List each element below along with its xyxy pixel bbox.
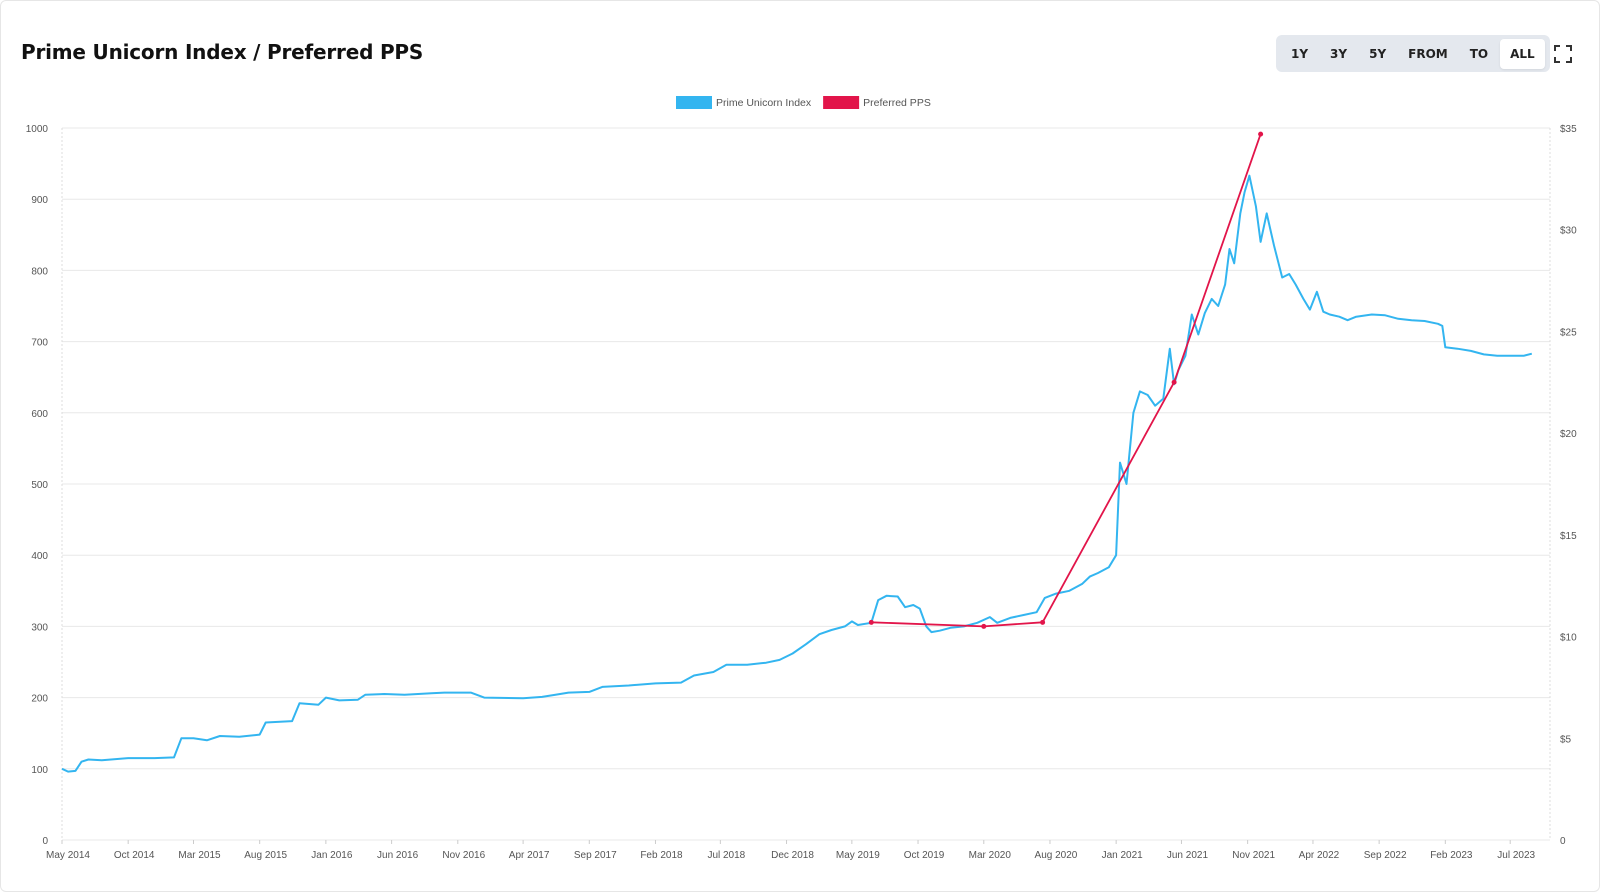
right-axis-ticks: 0 $5 $10 $15 $20 $25 $30 $35: [1560, 124, 1577, 847]
x-tick-label: Apr 2017: [509, 850, 550, 861]
range-3y-button[interactable]: 3Y: [1330, 46, 1348, 61]
range-from-button[interactable]: FROM: [1408, 46, 1448, 61]
x-tick-label: Jan 2021: [1102, 850, 1144, 861]
chart-title: Prime Unicorn Index / Preferred PPS: [21, 40, 424, 64]
pps-data-point[interactable]: [1171, 379, 1177, 385]
x-tick-label: Apr 2022: [1299, 850, 1340, 861]
legend-swatch[interactable]: [823, 96, 860, 109]
x-tick-label: Nov 2016: [442, 850, 485, 861]
legend-label[interactable]: Preferred PPS: [863, 97, 931, 109]
right-tick-label: $5: [1560, 734, 1572, 745]
legend-swatch[interactable]: [676, 96, 712, 109]
x-tick-label: Oct 2019: [904, 850, 945, 861]
chart-legend: Prime Unicorn Index Preferred PPS: [676, 96, 931, 109]
x-tick-label: Sep 2017: [574, 850, 617, 861]
series-line-preferred-pps: [871, 133, 1262, 628]
left-tick-label: 800: [31, 266, 48, 277]
right-tick-label: $30: [1560, 226, 1577, 237]
left-tick-label: 1000: [26, 124, 49, 135]
left-tick-label: 700: [31, 338, 48, 349]
series-layer: [61, 131, 1533, 773]
x-tick-label: May 2019: [836, 850, 880, 861]
left-tick-label: 300: [31, 622, 48, 633]
pps-data-point[interactable]: [1258, 131, 1264, 137]
x-tick-label: Nov 2021: [1232, 850, 1275, 861]
series-line-prime-unicorn-index: [61, 174, 1533, 773]
right-tick-label: $25: [1560, 327, 1577, 338]
x-tick-label: Aug 2020: [1035, 850, 1078, 861]
range-selector: 1Y 3Y 5Y FROM TO ALL: [1276, 35, 1550, 72]
right-tick-label: $20: [1560, 429, 1577, 440]
x-tick-label: Oct 2014: [114, 850, 155, 861]
legend-label[interactable]: Prime Unicorn Index: [716, 97, 812, 109]
range-5y-button[interactable]: 5Y: [1369, 46, 1387, 61]
x-tick-label: Jan 2016: [311, 850, 353, 861]
x-tick-label: Jun 2016: [377, 850, 419, 861]
right-tick-label: $15: [1560, 531, 1577, 542]
x-tick-label: Jul 2018: [707, 850, 745, 861]
x-axis-ticks: May 2014 Oct 2014 Mar 2015 Aug 2015 Jan 2016…: [46, 840, 1536, 861]
x-tick-label: Aug 2015: [244, 850, 287, 861]
left-axis-ticks: 0 100 200 300 400 500 600 700 800 900 1000: [26, 124, 49, 847]
fullscreen-icon[interactable]: [1554, 45, 1572, 63]
left-tick-label: 900: [31, 195, 48, 206]
pps-data-point[interactable]: [1040, 619, 1046, 625]
pps-data-point[interactable]: [868, 619, 874, 625]
x-tick-label: Dec 2018: [771, 850, 814, 861]
x-tick-label: Feb 2023: [1430, 850, 1473, 861]
left-tick-label: 100: [31, 765, 48, 776]
left-tick-label: 0: [42, 836, 48, 847]
left-tick-label: 600: [31, 409, 48, 420]
x-tick-label: Sep 2022: [1364, 850, 1407, 861]
range-to-button[interactable]: TO: [1469, 46, 1489, 61]
right-tick-label: $10: [1560, 633, 1577, 644]
x-tick-label: Feb 2018: [640, 850, 683, 861]
x-tick-label: Mar 2015: [178, 850, 221, 861]
x-tick-label: Jun 2021: [1167, 850, 1209, 861]
x-tick-label: Mar 2020: [969, 850, 1012, 861]
chart-grid: [61, 127, 1551, 841]
left-tick-label: 200: [31, 694, 48, 705]
range-all-button[interactable]: ALL: [1500, 38, 1545, 69]
x-tick-label: Jul 2023: [1497, 850, 1535, 861]
left-tick-label: 500: [31, 480, 48, 491]
x-tick-label: May 2014: [46, 850, 90, 861]
left-tick-label: 400: [31, 551, 48, 562]
right-tick-label: 0: [1560, 836, 1566, 847]
pps-data-point[interactable]: [981, 623, 987, 629]
range-1y-button[interactable]: 1Y: [1291, 46, 1309, 61]
right-tick-label: $35: [1560, 124, 1577, 135]
